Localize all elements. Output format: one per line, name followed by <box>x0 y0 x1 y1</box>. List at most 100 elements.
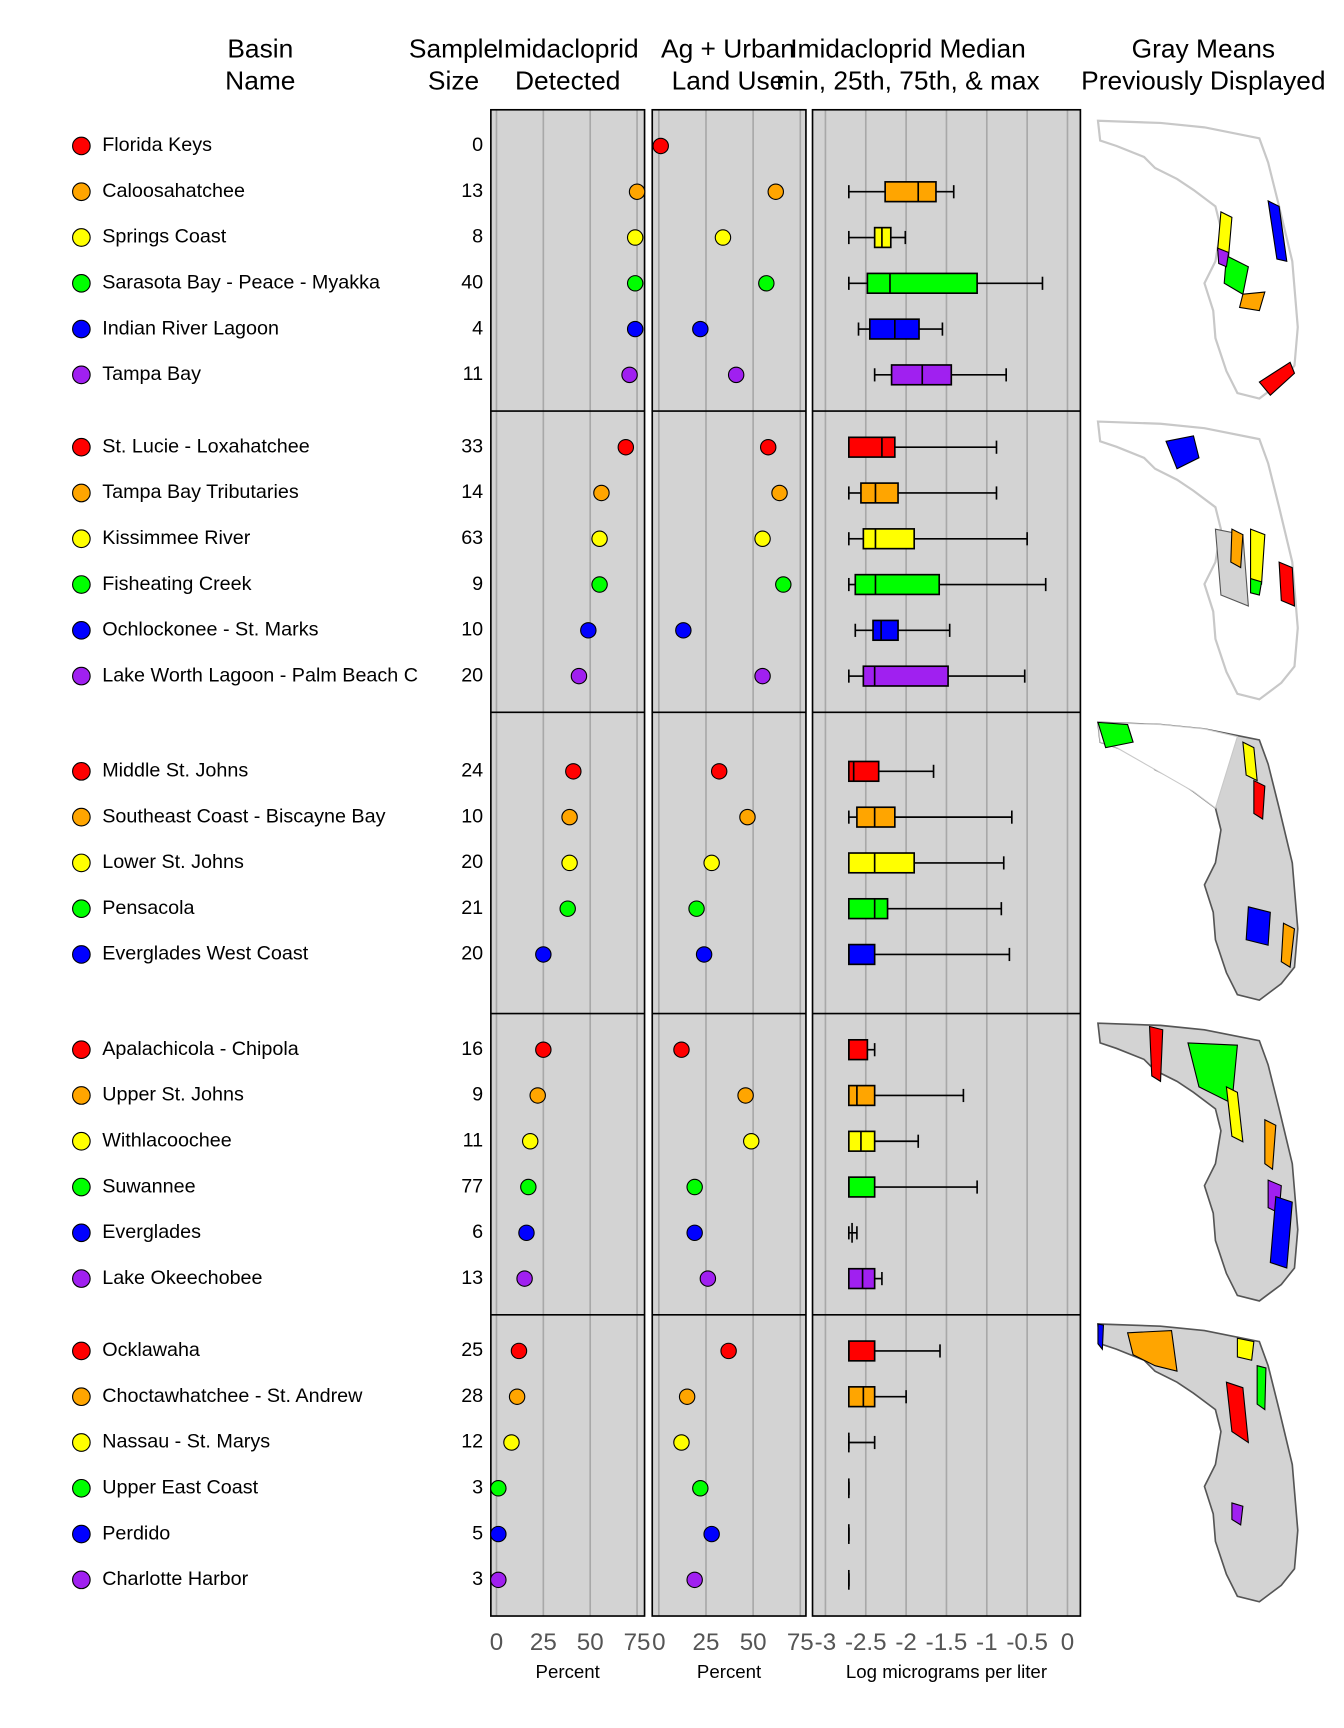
box <box>848 760 880 783</box>
detected-dot <box>561 808 578 826</box>
sample-size: 9 <box>472 573 483 595</box>
landuse-dot <box>692 320 709 338</box>
detected-dot <box>535 946 552 963</box>
basin-name: Fisheating Creek <box>102 573 251 595</box>
basin-name: Springs Coast <box>102 226 227 248</box>
basin-name: St. Lucie - Loxahatchee <box>102 435 310 457</box>
basin-name: Everglades West Coast <box>102 943 309 965</box>
detected-dot <box>490 1525 507 1543</box>
legend-dot <box>72 1433 91 1452</box>
detected-dot <box>565 763 582 780</box>
column-header: Gray Means <box>1132 33 1275 63</box>
landuse-dot <box>759 438 777 456</box>
sample-size: 77 <box>461 1175 483 1197</box>
legend-dot <box>72 899 91 919</box>
map <box>1097 1323 1299 1603</box>
basin-name: Upper East Coast <box>102 1477 258 1499</box>
legend-dot <box>72 273 91 293</box>
box <box>872 619 899 642</box>
landuse-dot <box>743 1133 760 1150</box>
basin-name: Choctawhatchee - St. Andrew <box>102 1385 363 1407</box>
detected-dot <box>508 1388 526 1405</box>
legend-dot <box>72 529 91 549</box>
detected-dot <box>561 854 578 872</box>
sample-size: 11 <box>463 1129 484 1151</box>
basin-name: Withlacoochee <box>102 1129 232 1151</box>
basin-name: Nassau - St. Marys <box>102 1431 270 1453</box>
sample-size: 4 <box>472 317 483 339</box>
sample-size: 28 <box>461 1385 483 1407</box>
sample-size: 12 <box>461 1431 483 1453</box>
sample-size: 63 <box>461 527 483 549</box>
landuse-dot <box>727 366 745 384</box>
box <box>848 852 916 874</box>
sample-size: 40 <box>461 272 483 294</box>
x-axis-title: Percent <box>536 1661 601 1682</box>
landuse-dot <box>652 137 669 155</box>
box <box>856 806 896 828</box>
legend-dot <box>72 853 91 873</box>
basin-name: Southeast Coast - Biscayne Bay <box>102 805 385 827</box>
panel-border <box>490 108 646 1617</box>
column-header: Name <box>225 65 295 95</box>
sample-size: 10 <box>461 805 483 827</box>
box <box>860 482 899 504</box>
x-tick-label: 25 <box>693 1629 720 1656</box>
legend-dot <box>72 945 91 964</box>
map <box>1096 420 1299 701</box>
detected-dot <box>516 1270 533 1287</box>
map <box>1096 119 1299 400</box>
legend-dot <box>72 1223 91 1243</box>
landuse-dot <box>673 1434 690 1451</box>
box <box>862 665 949 687</box>
landuse-dot <box>758 275 775 292</box>
box <box>848 1340 876 1362</box>
basin-name: Ochlockonee - St. Marks <box>102 619 318 641</box>
basin-name: Ocklawaha <box>102 1339 200 1361</box>
box <box>862 528 916 550</box>
x-tick-label: 50 <box>740 1629 767 1656</box>
legend-dot <box>72 136 91 156</box>
x-tick-label: 50 <box>577 1629 604 1656</box>
sample-size: 14 <box>461 481 483 503</box>
landuse-dot <box>739 808 756 826</box>
sample-size: 5 <box>472 1522 483 1544</box>
column-header: Imidacloprid <box>497 33 639 63</box>
legend-dot <box>72 1341 91 1361</box>
x-tick-label: 75 <box>787 1629 814 1656</box>
basin-name: Indian River Lagoon <box>102 317 279 339</box>
legend-dot <box>72 762 91 781</box>
legend-dot <box>72 1269 91 1288</box>
detected-dot <box>529 1087 546 1104</box>
map <box>1097 1022 1299 1302</box>
landuse-dot <box>675 622 692 639</box>
basin-name: Caloosahatchee <box>102 180 245 202</box>
legend-dot <box>72 483 91 503</box>
basin-name: Middle St. Johns <box>102 760 248 782</box>
box <box>884 181 937 203</box>
sample-size: 8 <box>472 226 483 248</box>
detected-dot <box>535 1041 552 1058</box>
panel-background <box>652 109 806 1617</box>
detected-dot <box>490 1571 507 1589</box>
landuse-dot <box>767 183 784 200</box>
detected-dot <box>626 320 644 338</box>
landuse-dot <box>688 900 705 917</box>
detected-dot <box>617 438 635 456</box>
column-header: Land Use <box>672 65 785 95</box>
box <box>848 943 876 966</box>
legend-dot <box>72 1131 91 1151</box>
landuse-dot <box>754 530 771 547</box>
detected-dot <box>559 900 576 917</box>
x-tick-label: -3 <box>815 1629 836 1656</box>
detected-dot <box>593 484 610 502</box>
sample-size: 16 <box>461 1038 483 1060</box>
sample-size: 13 <box>461 180 483 202</box>
basin-name: Charlotte Harbor <box>102 1568 248 1590</box>
legend-dot <box>72 1387 91 1407</box>
sample-size: 21 <box>461 897 483 919</box>
detected-dot <box>518 1224 535 1242</box>
detected-dot <box>621 366 638 384</box>
x-tick-label: -0.5 <box>1006 1629 1048 1656</box>
sample-size: 10 <box>461 619 483 641</box>
